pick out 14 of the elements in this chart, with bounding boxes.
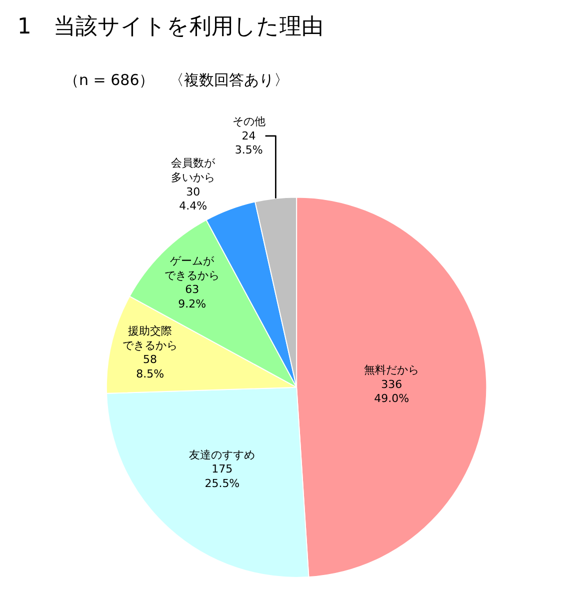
- slice-label: 友達のすすめ: [189, 448, 256, 462]
- slice-label: 無料だから: [364, 363, 420, 376]
- chart-subtitle: （n = 686） 〈複数回答あり〉: [64, 71, 290, 89]
- slice-label: ゲームができるから: [164, 254, 220, 282]
- data-label: 58 8.5%: [136, 353, 164, 380]
- data-label: 63 9.2%: [178, 283, 206, 310]
- chart-title: 1 当該サイトを利用した理由: [17, 14, 324, 40]
- slice-label: 援助交際できるから: [122, 324, 178, 352]
- data-label: 30 4.4%: [179, 185, 208, 213]
- data-label: 336 49.0%: [374, 378, 410, 406]
- slice-label: 会員数が多いから: [171, 156, 216, 184]
- data-label: 175 25.5%: [204, 462, 240, 490]
- data-label: 24 3.5%: [234, 129, 263, 157]
- slice-label: その他: [232, 115, 266, 128]
